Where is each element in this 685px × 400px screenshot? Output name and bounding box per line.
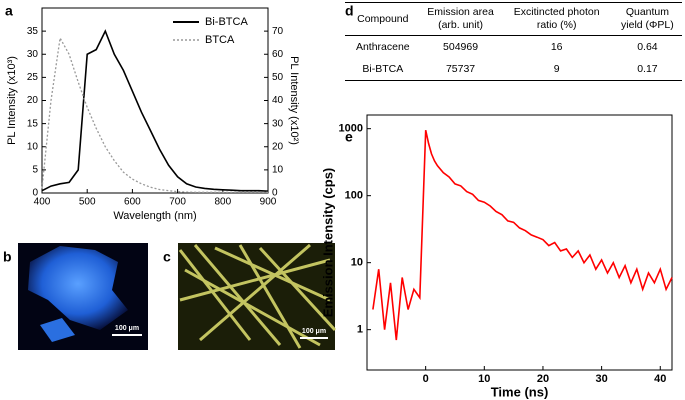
y-tick-label: 1000 (339, 123, 363, 135)
y2-tick-label: 70 (272, 26, 284, 37)
y-axis-title: Emission Intensity (cps) (320, 168, 335, 318)
cell: Anthracene (355, 41, 410, 53)
y-tick-label: 25 (27, 72, 39, 83)
cell: 0.64 (637, 41, 658, 53)
header-cell: Compound (357, 12, 409, 25)
cell: 9 (553, 63, 560, 75)
x-tick-label: 600 (124, 197, 141, 208)
y-axis-title: PL Intensity (x10³) (6, 56, 18, 145)
panel-label: c (163, 249, 171, 265)
x-tick-label: 500 (79, 197, 96, 208)
table-row: Anthracene 504969 16 0.64 (345, 36, 682, 59)
legend-label: Bi-BTCA (205, 16, 248, 28)
panel-label: a (5, 3, 13, 19)
y-tick-label: 35 (27, 26, 39, 37)
x-tick-label: 700 (169, 197, 186, 208)
y-tick-label: 5 (32, 165, 38, 176)
y2-tick-label: 20 (272, 141, 284, 152)
y2-tick-label: 10 (272, 165, 284, 176)
y-tick-label: 10 (27, 141, 39, 152)
cell: Bi-BTCA (362, 63, 404, 75)
cell: 0.17 (637, 63, 658, 75)
header-cell: Quantum yield (ΦPL) (621, 6, 674, 31)
y-tick-label: 100 (345, 190, 363, 202)
y2-tick-label: 50 (272, 72, 284, 83)
y-tick-label: 0 (32, 188, 38, 199)
y-tick-label: 1 (357, 324, 363, 336)
panel-label: e (345, 129, 353, 145)
x-tick-label: 10 (478, 373, 490, 385)
plot-frame (366, 114, 673, 371)
data-line (41, 29, 269, 192)
y-tick-label: 10 (351, 257, 363, 269)
x-tick-label: 400 (34, 197, 51, 208)
data-line (41, 36, 268, 193)
cell: 16 (550, 41, 563, 53)
x-tick-label: 900 (260, 197, 277, 208)
header-cell: Emission area (arb. unit) (427, 6, 494, 31)
y2-tick-label: 30 (272, 118, 284, 129)
header-cell: Excitincted photon ratio (%) (513, 6, 600, 31)
micrograph-c: 100 μm (178, 243, 337, 350)
x-tick-label: 40 (654, 373, 666, 385)
table-header: Compound Emission area (arb. unit) Excit… (345, 2, 682, 36)
x-axis-title: Wavelength (nm) (113, 210, 196, 222)
x-tick-label: 20 (537, 373, 549, 385)
cell: 75737 (445, 63, 476, 75)
legend-label: BTCA (205, 34, 235, 46)
y2-axis-title: PL Intensity (x10²) (288, 56, 300, 145)
y2-tick-label: 40 (272, 95, 284, 106)
data-line (372, 130, 673, 341)
y2-tick-label: 60 (272, 49, 284, 60)
y-tick-label: 15 (27, 118, 39, 129)
y-tick-label: 20 (27, 95, 39, 106)
x-tick-label: 800 (214, 197, 231, 208)
x-tick-label: 0 (423, 373, 429, 385)
data-table: Compound Emission area (arb. unit) Excit… (345, 2, 682, 81)
micrograph-b: 100 μm (18, 243, 148, 350)
y-tick-label: 30 (27, 49, 39, 60)
x-tick-label: 30 (595, 373, 607, 385)
y2-tick-label: 0 (272, 188, 278, 199)
scale-bar-label: 100 μm (302, 328, 326, 335)
scale-bar-label: 100 μm (115, 325, 139, 332)
panel-label: b (3, 249, 12, 265)
panel-label: d (345, 3, 354, 19)
x-axis-title: Time (ns) (491, 384, 549, 399)
cell: 504969 (443, 41, 479, 53)
table-row: Bi-BTCA 75737 9 0.17 (345, 58, 682, 81)
